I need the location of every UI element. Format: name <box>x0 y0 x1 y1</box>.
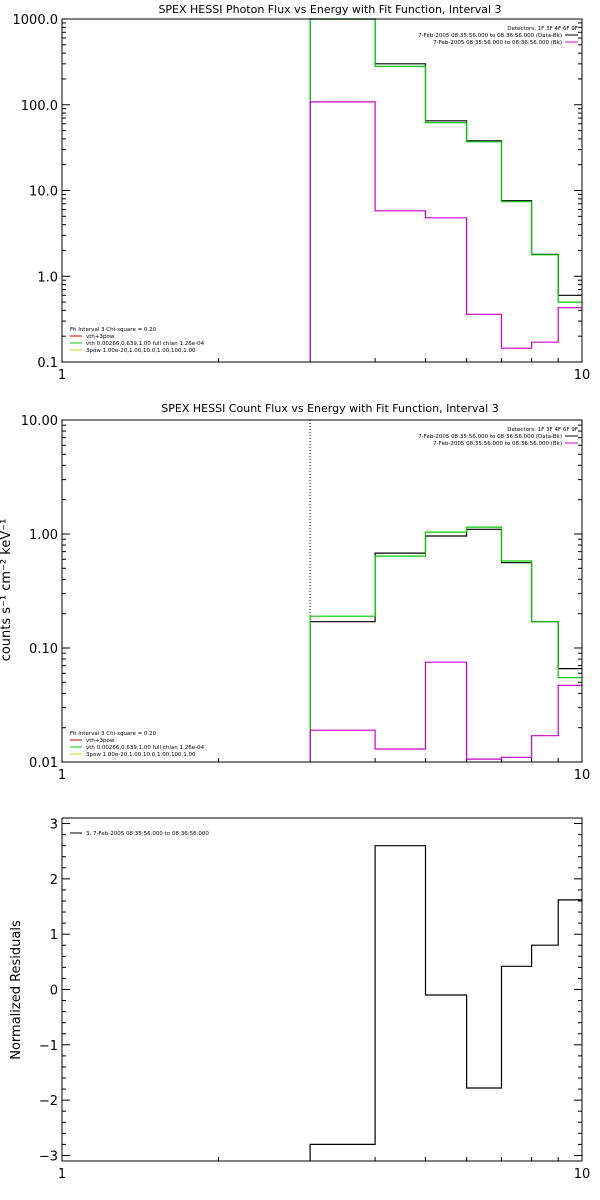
y-tick-label: 2 <box>50 873 58 888</box>
y-axis-label: counts s⁻¹ cm⁻² keV⁻¹ <box>0 519 14 662</box>
series-step-line <box>309 526 582 762</box>
series-step-line <box>309 18 582 362</box>
x-tick-label: 10 <box>574 368 591 383</box>
y-tick-label: 3 <box>50 818 58 833</box>
legend-entry-label: 7-Feb-2005 08:35:56.000 to 08:36:56.000 … <box>433 40 562 46</box>
series-step-line <box>309 528 582 762</box>
y-tick-label: 100.0 <box>21 99 58 114</box>
y-tick-label: 0.10 <box>29 642 58 657</box>
fit-legend: Fit Interval 3 Chi-square = 0.20 vth+3po… <box>70 731 205 758</box>
count-flux-panel: SPEX HESSI Count Flux vs Energy with Fit… <box>0 402 590 783</box>
residual-legend: 3. 7-Feb-2005 08:35:56.000 to 08:36:56.0… <box>70 831 209 837</box>
y-tick-label: 0 <box>50 984 58 999</box>
y-tick-label: 1 <box>50 928 58 943</box>
series-step-line <box>309 845 582 1161</box>
legend-entry-label: vth+3pow <box>86 334 115 340</box>
legend-entry-label: 3pow 1.00e-20,1.00,10.0,1.00,100,1.00 <box>86 348 196 354</box>
legend-detectors: Detectors: 1F 3F 4F 6F 9F <box>507 26 578 32</box>
y-tick-label: 1.0 <box>37 270 58 285</box>
legend-fit-header: Fit Interval 3 Chi-square = 0.20 <box>70 731 157 737</box>
legend-entry-label: 7-Feb-2005 08:35:56.000 to 08:36:56.000 … <box>433 441 562 447</box>
legend-entry-label: vth 0.00266,0.639,1.00 full chian 1.26e-… <box>86 341 205 347</box>
data-legend: Detectors: 1F 3F 4F 6F 9F 7-Feb-2005 08:… <box>418 26 578 46</box>
legend-entry-label: vth 0.00266,0.639,1.00 full chian 1.26e-… <box>86 745 205 751</box>
y-tick-label: 10.0 <box>29 185 58 200</box>
y-tick-label: 0.1 <box>37 356 58 371</box>
plot-frame <box>61 419 583 763</box>
y-axis-label: Normalized Residuals <box>9 920 24 1060</box>
legend-entry-label: 7-Feb-2005 08:35:56.000 to 08:36:56.000 … <box>418 434 562 440</box>
legend-fit-header: Fit Interval 3 Chi-square = 0.20 <box>70 327 157 333</box>
series-step-line <box>309 661 582 762</box>
panel-title: SPEX HESSI Count Flux vs Energy with Fit… <box>161 402 498 415</box>
legend-entry-label: 3pow 1.00e-20,1.00,10.0,1.00,100,1.00 <box>86 752 196 758</box>
y-tick-label: 1.00 <box>29 528 58 543</box>
x-tick-label: 1 <box>58 1167 66 1182</box>
y-tick-label: 1000.0 <box>13 13 59 28</box>
plot-frame <box>61 817 583 1162</box>
x-tick-label: 10 <box>574 1167 591 1182</box>
legend-entry-label: vth+3pow <box>86 738 115 744</box>
photon-flux-panel: SPEX HESSI Photon Flux vs Energy with Fi… <box>13 3 591 383</box>
x-tick-label: 10 <box>574 768 591 783</box>
series-step-line <box>309 101 582 362</box>
y-tick-label: 0.01 <box>29 756 58 771</box>
legend-detectors: Detectors: 1F 3F 4F 6F 9F <box>507 427 578 433</box>
x-tick-label: 1 <box>58 368 66 383</box>
data-legend: Detectors: 1F 3F 4F 6F 9F 7-Feb-2005 08:… <box>418 427 578 447</box>
y-tick-label: −1 <box>39 1039 58 1054</box>
plot-frame <box>61 18 583 363</box>
y-tick-label: 10.00 <box>21 414 58 429</box>
series-step-line <box>309 18 582 362</box>
x-tick-label: 1 <box>58 768 66 783</box>
fit-legend: Fit Interval 3 Chi-square = 0.20 vth+3po… <box>70 327 205 354</box>
y-tick-label: −3 <box>39 1149 58 1164</box>
legend-entry-label: 3. 7-Feb-2005 08:35:56.000 to 08:36:56.0… <box>86 831 209 837</box>
legend-entry-label: 7-Feb-2005 08:35:56.000 to 08:36:56.000 … <box>418 33 562 39</box>
y-tick-label: −2 <box>39 1094 58 1109</box>
residuals-panel: Normalized Residuals 1 10 −3 −2 −1 0 1 2 3 3. 7-… <box>9 817 591 1182</box>
panel-title: SPEX HESSI Photon Flux vs Energy with Fi… <box>158 3 501 16</box>
